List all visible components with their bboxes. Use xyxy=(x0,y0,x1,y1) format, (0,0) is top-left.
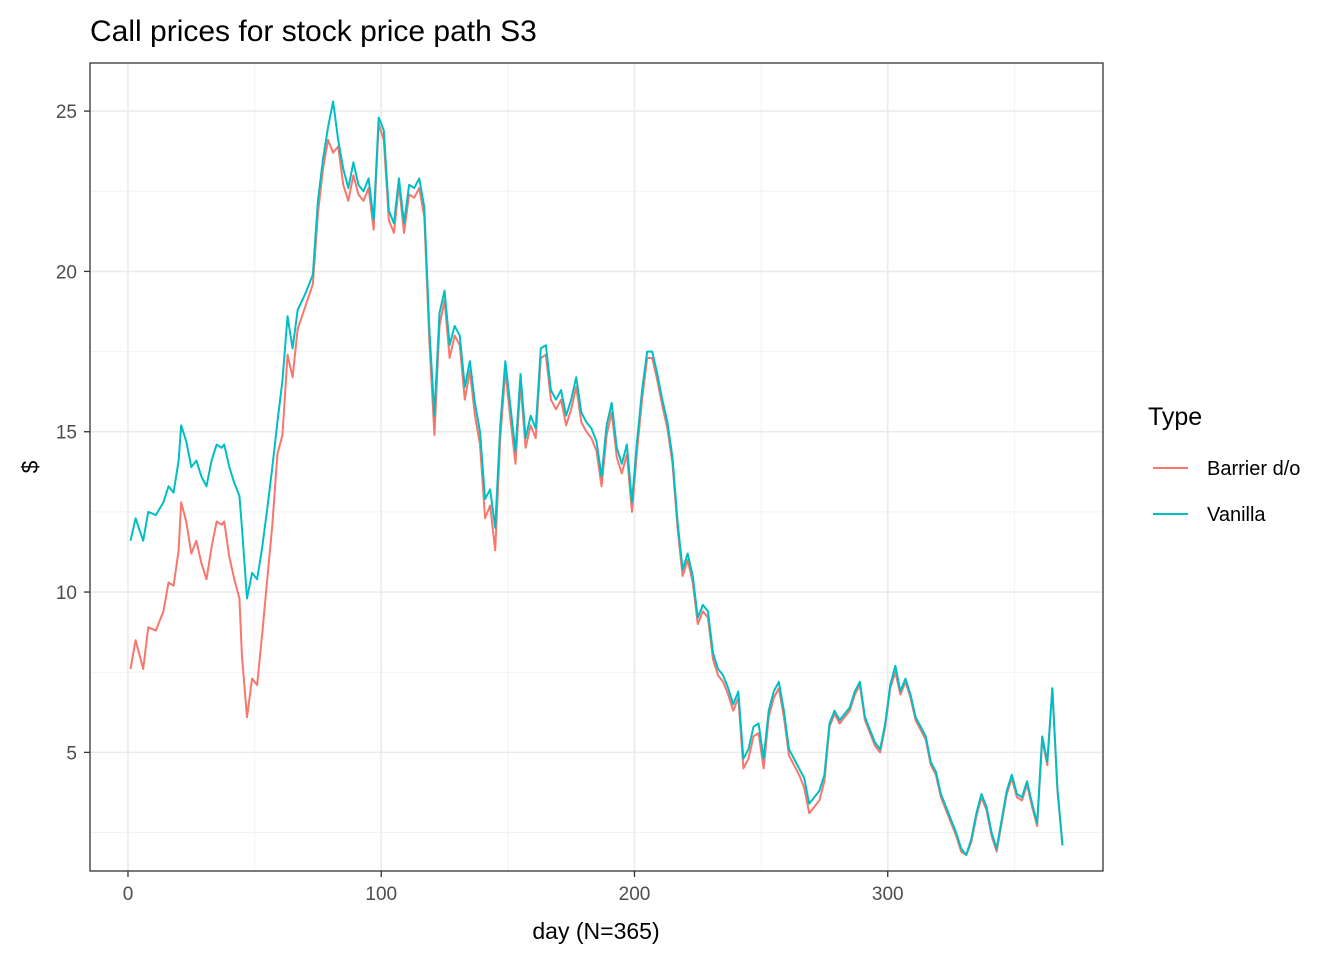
legend-title: Type xyxy=(1148,403,1202,431)
y-axis-title: $ xyxy=(17,460,43,473)
y-tick-label: 10 xyxy=(56,583,77,604)
x-tick-label: 0 xyxy=(123,884,134,905)
panel-border xyxy=(89,62,1104,872)
chart-title: Call prices for stock price path S3 xyxy=(90,15,537,48)
y-axis: 5 10 15 20 25 xyxy=(56,102,90,764)
legend-label-vanilla: Vanilla xyxy=(1207,504,1266,526)
legend: Type Barrier d/o Vanilla xyxy=(1148,403,1300,526)
y-tick-label: 25 xyxy=(56,102,77,123)
x-tick-label: 200 xyxy=(619,884,651,905)
grid-major xyxy=(90,63,1103,871)
x-axis-title: day (N=365) xyxy=(532,918,659,944)
series-layer xyxy=(129,100,1064,856)
series-line-vanilla xyxy=(129,100,1064,856)
y-tick-label: 15 xyxy=(56,423,77,444)
y-tick-label: 20 xyxy=(56,262,77,283)
legend-label-barrier-d-o: Barrier d/o xyxy=(1207,458,1300,480)
y-tick-label: 5 xyxy=(66,743,77,764)
x-tick-label: 300 xyxy=(872,884,904,905)
x-axis: 0 100 200 300 xyxy=(123,871,904,905)
x-tick-label: 100 xyxy=(365,884,397,905)
